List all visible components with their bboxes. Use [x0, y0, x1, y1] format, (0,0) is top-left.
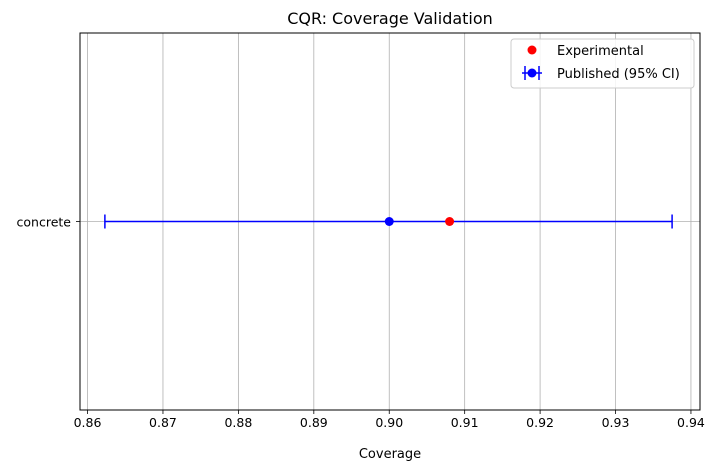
chart-title: CQR: Coverage Validation	[287, 9, 493, 28]
x-tick-label: 0.90	[375, 415, 403, 430]
x-tick-label: 0.88	[224, 415, 252, 430]
legend: Experimental Published (95% CI)	[510, 38, 695, 89]
x-tick-label: 0.89	[300, 415, 328, 430]
experimental-point	[445, 217, 455, 226]
data-marks	[104, 214, 673, 229]
x-tick-label: 0.91	[451, 415, 479, 430]
legend-label-experimental: Experimental	[557, 44, 644, 59]
x-tick-label: 0.87	[149, 415, 177, 430]
x-tick-label: 0.86	[74, 415, 102, 430]
legend-marker-experimental	[527, 45, 537, 55]
legend-box	[510, 38, 695, 89]
published-point	[384, 217, 394, 226]
legend-label-published: Published (95% CI)	[557, 67, 680, 82]
x-tick-label: 0.93	[602, 415, 630, 430]
x-tick-label: 0.92	[526, 415, 554, 430]
x-axis-label: Coverage	[359, 447, 421, 462]
legend-marker-published	[527, 68, 537, 78]
axis-ticks: 0.86 0.87 0.88 0.89 0.90 0.91 0.92 0.93 0.94 conc…	[17, 215, 705, 431]
y-tick-label-concrete: concrete	[17, 215, 72, 230]
x-tick-label: 0.94	[677, 415, 705, 430]
